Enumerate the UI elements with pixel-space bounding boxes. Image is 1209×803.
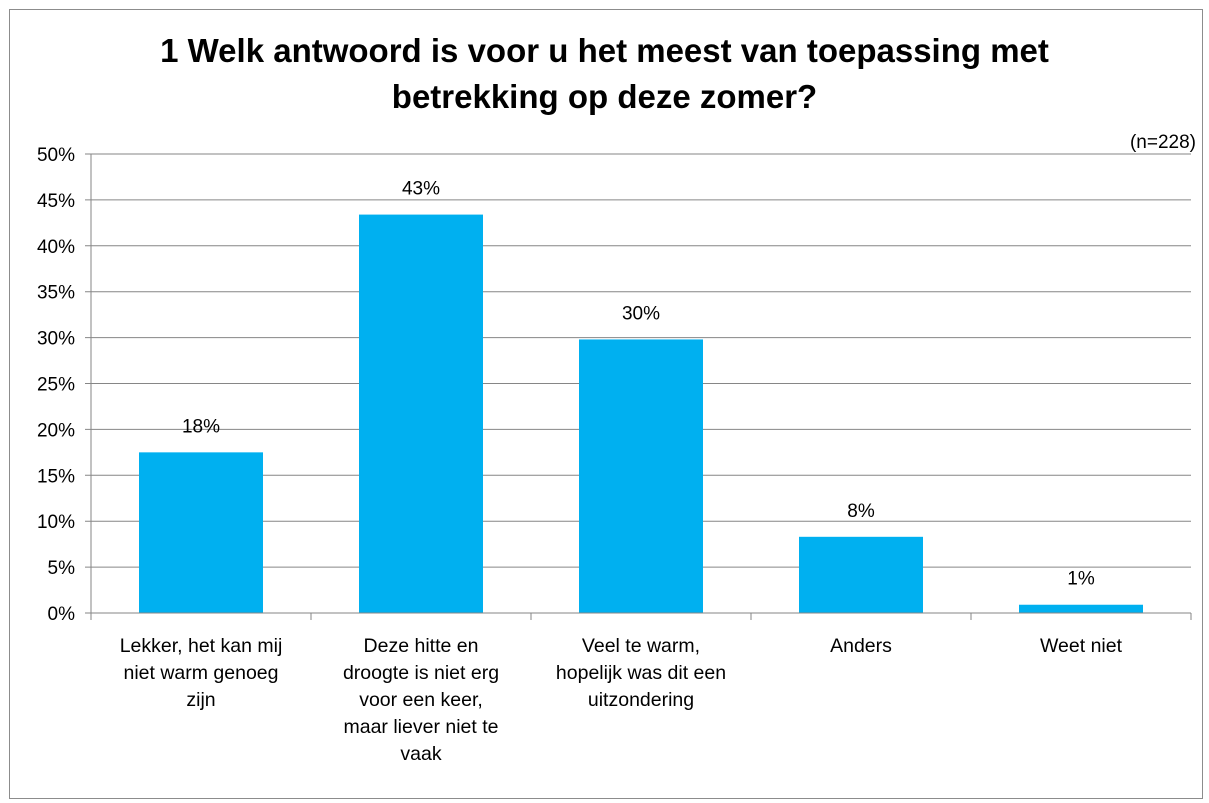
chart-title-line-1: 1 Welk antwoord is voor u het meest van … <box>160 32 1049 69</box>
x-category-label-line: zijn <box>186 689 216 711</box>
chart-title-line-2: betrekking op deze zomer? <box>391 78 818 115</box>
bar <box>799 536 923 613</box>
x-category-label-line: Weet niet <box>1039 635 1123 657</box>
y-tick-label: 20% <box>37 420 75 441</box>
x-category-label: Weet niet <box>976 633 1186 660</box>
data-label: 30% <box>622 303 660 324</box>
y-tick-label: 40% <box>37 237 75 258</box>
x-category-label: Veel te warm, hopelijk was dit een uitzond… <box>536 633 746 714</box>
x-category-label-line: Anders <box>830 635 892 657</box>
x-category-label-line: voor een keer, <box>359 689 483 711</box>
data-label: 1% <box>1067 569 1095 590</box>
x-category-label-line: droogte is niet erg <box>342 662 500 684</box>
x-category-label-line: hopelijk was dit een <box>555 662 727 684</box>
x-category-label-line: Veel te warm, <box>581 635 701 657</box>
x-category-label: Anders <box>756 633 966 660</box>
x-category-label-line: Lekker, het kan mij <box>119 635 283 657</box>
x-category-label-line: vaak <box>400 743 442 765</box>
bar <box>139 452 263 613</box>
data-label: 18% <box>182 416 220 437</box>
y-tick-label: 10% <box>37 512 75 533</box>
x-category-label-line: uitzondering <box>587 689 695 711</box>
y-tick-label: 35% <box>37 283 75 304</box>
y-tick-label: 15% <box>37 466 75 487</box>
bar <box>579 339 703 613</box>
x-category-label: Deze hitte en droogte is niet erg voor een… <box>316 633 526 768</box>
x-category-label-line: Deze hitte en <box>363 635 479 657</box>
sample-size-note: (n=228) <box>1129 132 1196 153</box>
chart-title: 1 Welk antwoord is voor u het meest van … <box>0 28 1209 120</box>
x-category-label-line: maar liever niet te <box>343 716 499 738</box>
data-label: 43% <box>402 179 440 200</box>
x-category-label-line: niet warm genoeg <box>123 662 279 684</box>
y-tick-label: 30% <box>37 329 75 350</box>
y-tick-label: 45% <box>37 191 75 212</box>
data-label: 8% <box>847 501 875 522</box>
bar <box>359 214 483 613</box>
y-tick-label: 25% <box>37 375 75 396</box>
x-category-label: Lekker, het kan mij niet warm genoeg zijn <box>96 633 306 714</box>
y-tick-label: 50% <box>37 145 75 166</box>
y-tick-label: 0% <box>48 604 76 625</box>
bar <box>1019 604 1143 613</box>
y-tick-label: 5% <box>48 558 76 579</box>
